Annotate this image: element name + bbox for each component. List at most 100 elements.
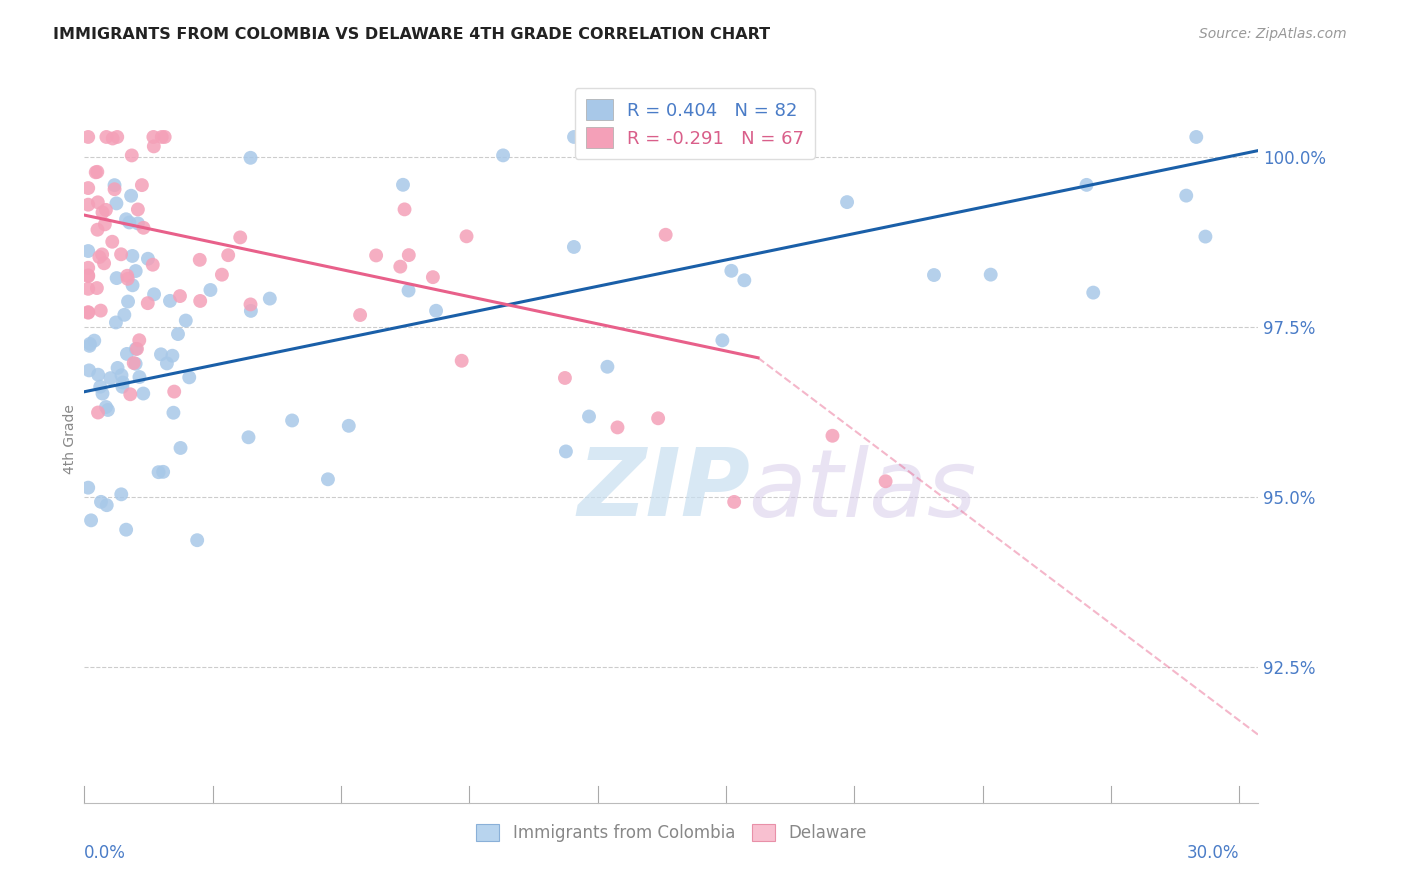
Point <box>83 334 105 348</box>
Point <box>77 268 100 283</box>
Point <box>110 247 132 261</box>
Point <box>105 130 128 145</box>
Point <box>162 349 184 363</box>
Point <box>127 216 149 230</box>
Text: Source: ZipAtlas.com: Source: ZipAtlas.com <box>1199 27 1347 41</box>
Point <box>117 272 139 286</box>
Point <box>148 465 170 479</box>
Point <box>131 178 153 193</box>
Point <box>124 357 146 371</box>
Point <box>711 334 734 348</box>
Point <box>169 441 191 455</box>
Point <box>125 342 148 356</box>
Point <box>316 472 339 486</box>
Point <box>107 360 129 375</box>
Point <box>110 487 132 501</box>
Point <box>217 248 239 262</box>
Point <box>188 252 211 267</box>
Point <box>77 282 100 296</box>
Point <box>392 178 415 192</box>
Point <box>456 229 478 244</box>
Point <box>606 420 628 434</box>
Point <box>128 370 150 384</box>
Point <box>980 268 1002 282</box>
Point <box>87 368 110 382</box>
Text: 30.0%: 30.0% <box>1187 844 1239 862</box>
Point <box>554 444 576 458</box>
Point <box>111 376 134 390</box>
Point <box>80 513 103 527</box>
Point <box>117 294 139 309</box>
Point <box>142 258 165 272</box>
Point <box>77 269 100 284</box>
Point <box>149 347 172 361</box>
Text: 0.0%: 0.0% <box>84 844 127 862</box>
Point <box>105 271 128 285</box>
Point <box>91 247 114 261</box>
Point <box>153 130 176 145</box>
Point <box>562 130 585 145</box>
Point <box>86 281 108 295</box>
Point <box>578 409 600 424</box>
Point <box>169 289 191 303</box>
Point <box>132 220 155 235</box>
Point <box>101 235 124 249</box>
Point <box>211 268 233 282</box>
Point <box>136 252 159 266</box>
Point <box>118 215 141 229</box>
Point <box>120 387 142 401</box>
Point <box>90 303 112 318</box>
Point <box>121 249 143 263</box>
Point <box>100 371 122 385</box>
Point <box>398 284 420 298</box>
Point <box>647 411 669 425</box>
Point <box>1175 188 1198 202</box>
Point <box>425 303 447 318</box>
Point <box>422 270 444 285</box>
Point <box>77 260 100 275</box>
Point <box>366 248 388 262</box>
Text: ZIP: ZIP <box>578 444 751 536</box>
Point <box>163 384 186 399</box>
Point <box>89 250 111 264</box>
Point <box>1076 178 1098 192</box>
Point <box>142 130 165 145</box>
Point <box>101 131 124 145</box>
Point <box>394 202 416 217</box>
Point <box>96 498 118 512</box>
Point <box>654 227 676 242</box>
Point <box>132 386 155 401</box>
Point <box>90 495 112 509</box>
Point <box>152 465 174 479</box>
Point <box>179 370 201 384</box>
Point <box>835 195 858 210</box>
Point <box>162 406 184 420</box>
Point <box>112 308 135 322</box>
Point <box>167 327 190 342</box>
Point <box>398 248 420 262</box>
Point <box>77 130 100 145</box>
Point <box>97 403 120 417</box>
Point <box>723 495 745 509</box>
Point <box>922 268 945 282</box>
Y-axis label: 4th Grade: 4th Grade <box>63 404 77 475</box>
Point <box>174 313 197 327</box>
Point <box>121 148 143 162</box>
Point <box>720 264 742 278</box>
Point <box>87 405 110 419</box>
Point <box>94 400 117 414</box>
Point <box>389 260 412 274</box>
Point <box>115 212 138 227</box>
Point <box>77 363 100 377</box>
Point <box>238 430 260 444</box>
Point <box>110 368 132 383</box>
Point <box>733 273 755 287</box>
Point <box>89 380 111 394</box>
Point <box>111 380 134 394</box>
Point <box>159 293 181 308</box>
Point <box>821 429 844 443</box>
Point <box>115 347 138 361</box>
Point <box>77 305 100 319</box>
Point <box>596 359 619 374</box>
Point <box>450 353 472 368</box>
